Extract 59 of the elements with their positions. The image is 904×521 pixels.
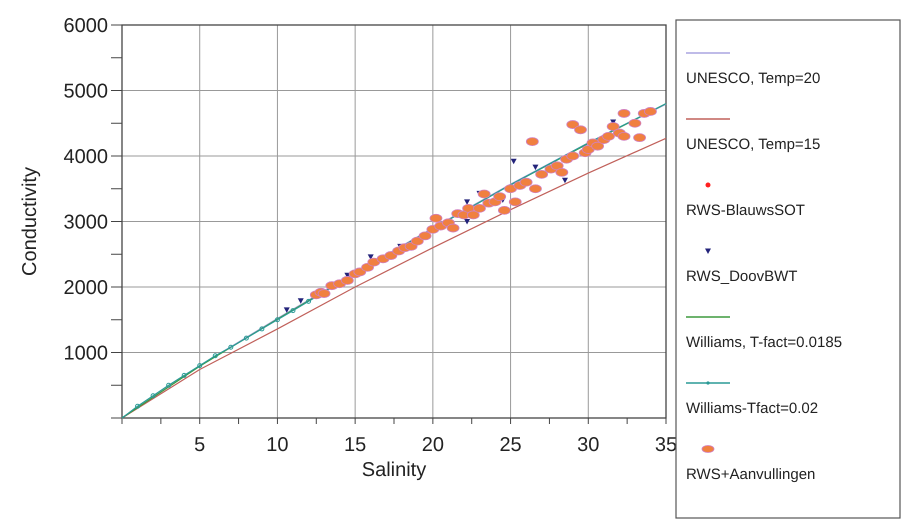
y-tick-label: 1000 [64, 342, 108, 364]
x-axis-title: Salinity [362, 459, 426, 481]
point [150, 393, 156, 398]
y-tick-label: 4000 [64, 146, 108, 168]
point [550, 161, 564, 170]
point [574, 125, 587, 134]
point [591, 142, 604, 151]
point [633, 133, 646, 142]
point [430, 214, 442, 223]
point [520, 178, 533, 187]
x-tick-label: 10 [266, 434, 289, 456]
point [274, 317, 280, 322]
point [290, 308, 296, 314]
legend-label: RWS_DoovBWT [686, 268, 798, 285]
legend-label: RWS-BlauwsSOT [686, 202, 805, 219]
x-tick-label: 20 [422, 434, 444, 456]
point [135, 404, 140, 409]
point [504, 184, 517, 194]
point [197, 363, 202, 368]
point [244, 336, 249, 341]
legend-label: UNESCO, Temp=15 [686, 136, 820, 153]
point [510, 158, 517, 164]
point [228, 344, 234, 350]
point [529, 184, 542, 194]
x-tick-label: 30 [577, 434, 600, 456]
point [284, 307, 290, 313]
y-tick-label: 2000 [64, 277, 108, 299]
point [410, 236, 424, 246]
point [532, 164, 538, 170]
point [498, 206, 511, 215]
x-tick-label: 35 [654, 434, 678, 456]
point [259, 326, 264, 332]
point [464, 219, 470, 224]
y-tick-label: 3000 [64, 212, 108, 234]
point [535, 170, 548, 179]
point [602, 132, 615, 141]
legend-label: UNESCO, Temp=20 [686, 70, 820, 87]
x-tick-label: 15 [344, 434, 366, 456]
x-tick-label: 5 [194, 434, 206, 456]
point [555, 168, 568, 177]
point [562, 178, 568, 184]
legend-label: Williams, T-fact=0.0185 [686, 334, 842, 351]
y-tick-label: 5000 [64, 80, 108, 102]
y-tick-label: 6000 [64, 15, 108, 37]
legend-label: Williams-Tfact=0.02 [686, 400, 818, 417]
point [493, 192, 506, 202]
point [628, 118, 642, 128]
legend-label: RWS+Aanvullingen [686, 466, 816, 483]
point [182, 372, 187, 378]
point [298, 298, 304, 304]
x-tick-label: 25 [499, 434, 522, 456]
point [508, 197, 522, 206]
point [464, 199, 470, 205]
point [166, 382, 172, 388]
point [212, 353, 218, 358]
point [618, 132, 630, 141]
y-axis-title: Conductivity [19, 167, 41, 276]
point [367, 258, 380, 267]
point [306, 298, 312, 304]
